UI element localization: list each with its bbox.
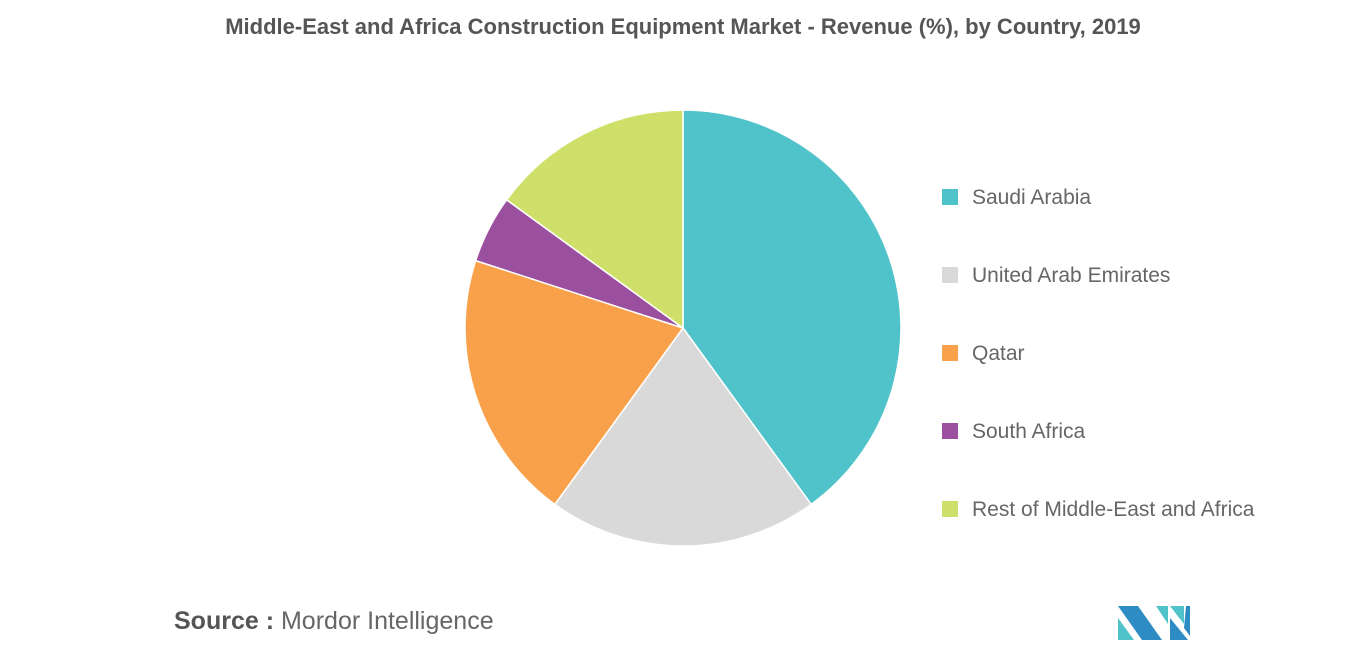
pie-slice-saudi-arabia	[682, 109, 902, 506]
legend-swatch	[942, 189, 958, 205]
legend-swatch	[942, 423, 958, 439]
legend-label: Saudi Arabia	[972, 185, 1092, 209]
legend-swatch	[942, 345, 958, 361]
pie-slice-rest-of-middle-east-and-africa	[505, 109, 684, 330]
legend-label: Qatar	[972, 341, 1025, 365]
chart-title: Middle-East and Africa Construction Equi…	[225, 14, 1141, 39]
source-label: Source :	[174, 607, 275, 635]
pie-slice-qatar	[464, 259, 685, 506]
pie-slice-united-arab-emirates	[553, 326, 813, 547]
legend-label: Rest of Middle-East and Africa	[972, 497, 1255, 521]
legend-item: United Arab Emirates	[942, 236, 1254, 314]
source-note: Source : Mordor Intelligence	[174, 607, 494, 636]
legend-label: South Africa	[972, 419, 1086, 443]
legend-item: Rest of Middle-East and Africa	[942, 470, 1254, 548]
legend-item: Saudi Arabia	[942, 158, 1254, 236]
legend-swatch	[942, 501, 958, 517]
source-text: Mordor Intelligence	[280, 607, 494, 635]
mordor-logo	[1118, 606, 1190, 640]
legend: Saudi Arabia United Arab Emirates Qatar Sou…	[942, 158, 1254, 548]
legend-label: United Arab Emirates	[972, 263, 1171, 287]
legend-swatch	[942, 267, 958, 283]
legend-item: Qatar	[942, 314, 1254, 392]
legend-item: South Africa	[942, 392, 1254, 470]
